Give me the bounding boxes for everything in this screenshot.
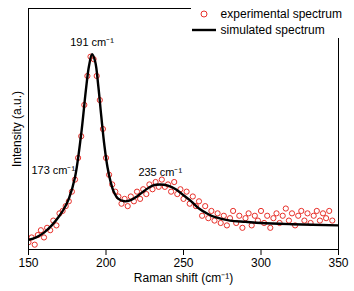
html-text:simulated spectrum: simulated spectrum: [220, 23, 325, 37]
html-text:experimental spectrum: experimental spectrum: [220, 7, 342, 21]
svg-text:350: 350: [328, 256, 348, 270]
svg-text:173 cm⁻¹: 173 cm⁻¹: [31, 163, 75, 175]
svg-text:Intensity (a.u.): Intensity (a.u.): [10, 91, 24, 167]
svg-text:235 cm⁻¹: 235 cm⁻¹: [138, 166, 182, 178]
svg-text:300: 300: [251, 256, 271, 270]
svg-text:150: 150: [18, 256, 38, 270]
svg-text:250: 250: [173, 256, 193, 270]
svg-text:191 cm⁻¹: 191 cm⁻¹: [70, 36, 114, 48]
svg-text:200: 200: [96, 256, 116, 270]
svg-text:Raman shift (cm⁻¹): Raman shift (cm⁻¹): [134, 271, 233, 285]
